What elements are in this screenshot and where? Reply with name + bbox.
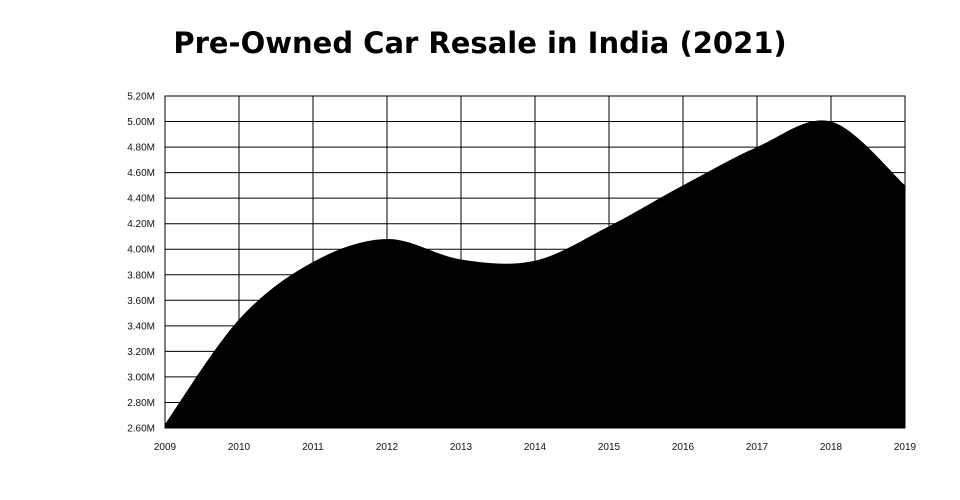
y-tick-label: 3.00M [127,372,155,383]
x-tick-label: 2009 [154,442,177,453]
y-tick-label: 2.60M [127,424,155,435]
x-tick-label: 2012 [376,442,399,453]
y-tick-label: 4.20M [127,219,155,230]
x-tick-label: 2018 [820,442,843,453]
y-tick-label: 4.80M [127,143,155,154]
x-tick-label: 2014 [524,442,547,453]
y-tick-label: 3.40M [127,321,155,332]
y-tick-label: 5.00M [127,117,155,128]
y-axis: 2.60M 2.80M 3.00M 3.20M 3.40M 3.60M 3.80M 4.00M… [127,92,155,435]
y-tick-label: 4.00M [127,245,155,256]
y-tick-label: 3.80M [127,270,155,281]
x-tick-label: 2015 [598,442,621,453]
y-tick-label: 4.60M [127,168,155,179]
x-tick-label: 2013 [450,442,473,453]
x-tick-label: 2019 [894,442,917,453]
area-series [165,120,905,428]
x-tick-label: 2017 [746,442,769,453]
x-axis: 2009 2010 2011 2012 2013 2014 2015 2016 2017 2018… [154,442,917,453]
plot-frame [164,95,906,429]
chart-title: Pre-Owned Car Resale in India (2021) [173,26,787,60]
y-tick-label: 3.60M [127,296,155,307]
y-tick-label: 5.20M [127,92,155,103]
x-tick-label: 2016 [672,442,695,453]
y-tick-label: 2.80M [127,398,155,409]
x-tick-label: 2011 [302,442,324,453]
y-tick-label: 3.20M [127,347,155,358]
x-tick-label: 2010 [228,442,251,453]
y-tick-label: 4.40M [127,194,155,205]
